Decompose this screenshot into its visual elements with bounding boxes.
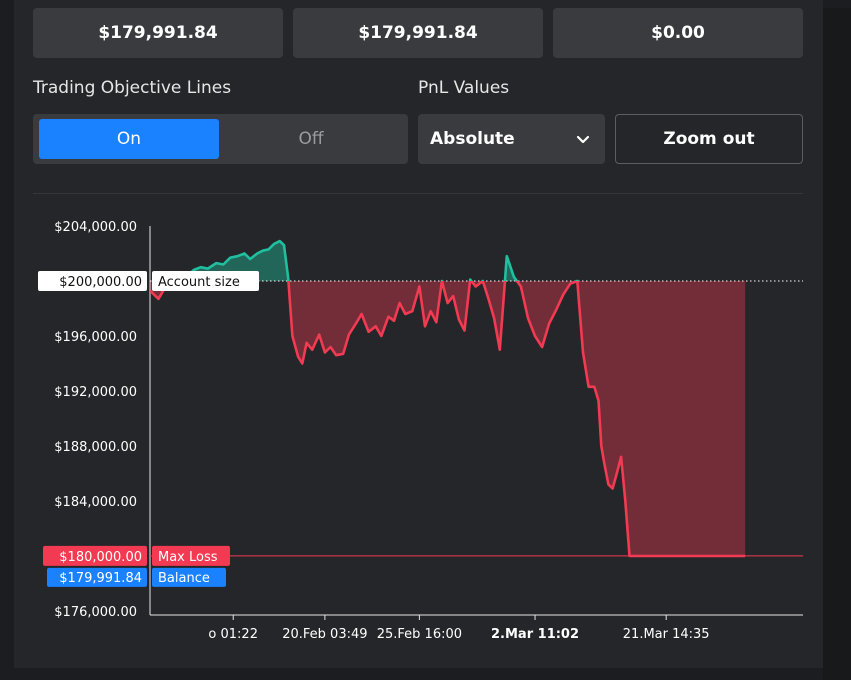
pnl-values-select[interactable]: Absolute bbox=[418, 114, 605, 164]
account-size-value-bg bbox=[38, 270, 147, 291]
balance-name-label: Balance bbox=[158, 571, 210, 586]
balance-line-loss bbox=[150, 280, 746, 558]
section-divider bbox=[33, 193, 803, 194]
chevron-down-icon bbox=[576, 135, 590, 144]
scroll-track bbox=[823, 8, 851, 680]
y-tick-label: $192,000.00 bbox=[54, 385, 137, 400]
max-loss-value-bg bbox=[43, 545, 147, 566]
stat-pnl: $0.00 bbox=[553, 8, 803, 58]
objective-lines-toggle: On Off bbox=[33, 114, 408, 164]
zoom-out-button[interactable]: Zoom out bbox=[615, 114, 803, 164]
pnl-selected-value: Absolute bbox=[430, 129, 515, 149]
account-size-name-bg bbox=[152, 270, 259, 291]
max-loss-name-bg bbox=[152, 545, 230, 566]
x-tick-label: 2.Mar 11:02 bbox=[491, 627, 579, 642]
max-loss-name-label: Max Loss bbox=[158, 550, 218, 565]
stat-pnl-value: $0.00 bbox=[651, 23, 705, 43]
x-tick-label: 25.Feb 16:00 bbox=[377, 627, 462, 642]
x-tick-label: 20.Feb 03:49 bbox=[282, 627, 367, 642]
y-tick-label: $204,000.00 bbox=[54, 220, 137, 235]
stat-balance-value: $179,991.84 bbox=[98, 23, 218, 43]
balance-value-label: $179,991.84 bbox=[59, 571, 142, 586]
pnl-values-label: PnL Values bbox=[418, 78, 510, 98]
y-tick-label: $176,000.00 bbox=[54, 605, 137, 620]
y-tick-label: $184,000.00 bbox=[54, 495, 137, 510]
stat-equity-value: $179,991.84 bbox=[358, 23, 478, 43]
account-size-name-label: Account size bbox=[158, 275, 240, 290]
balance-line-profit bbox=[176, 239, 579, 281]
x-tick-label: 21.Mar 14:35 bbox=[623, 627, 710, 642]
account-size-value-label: $200,000.00 bbox=[59, 275, 142, 290]
toggle-on-button[interactable]: On bbox=[39, 119, 219, 159]
balance-value-bg bbox=[47, 567, 147, 587]
loss-area bbox=[150, 280, 746, 556]
y-tick-label: $188,000.00 bbox=[54, 440, 137, 455]
stat-equity: $179,991.84 bbox=[293, 8, 543, 58]
toggle-off-button[interactable]: Off bbox=[298, 129, 324, 149]
max-loss-value-label: $180,000.00 bbox=[59, 550, 142, 565]
x-tick-label: o 01:22 bbox=[208, 627, 258, 642]
balance-name-bg bbox=[152, 567, 226, 587]
y-tick-label: $196,000.00 bbox=[54, 330, 137, 345]
stat-balance: $179,991.84 bbox=[33, 8, 283, 58]
objective-lines-label: Trading Objective Lines bbox=[33, 78, 232, 98]
